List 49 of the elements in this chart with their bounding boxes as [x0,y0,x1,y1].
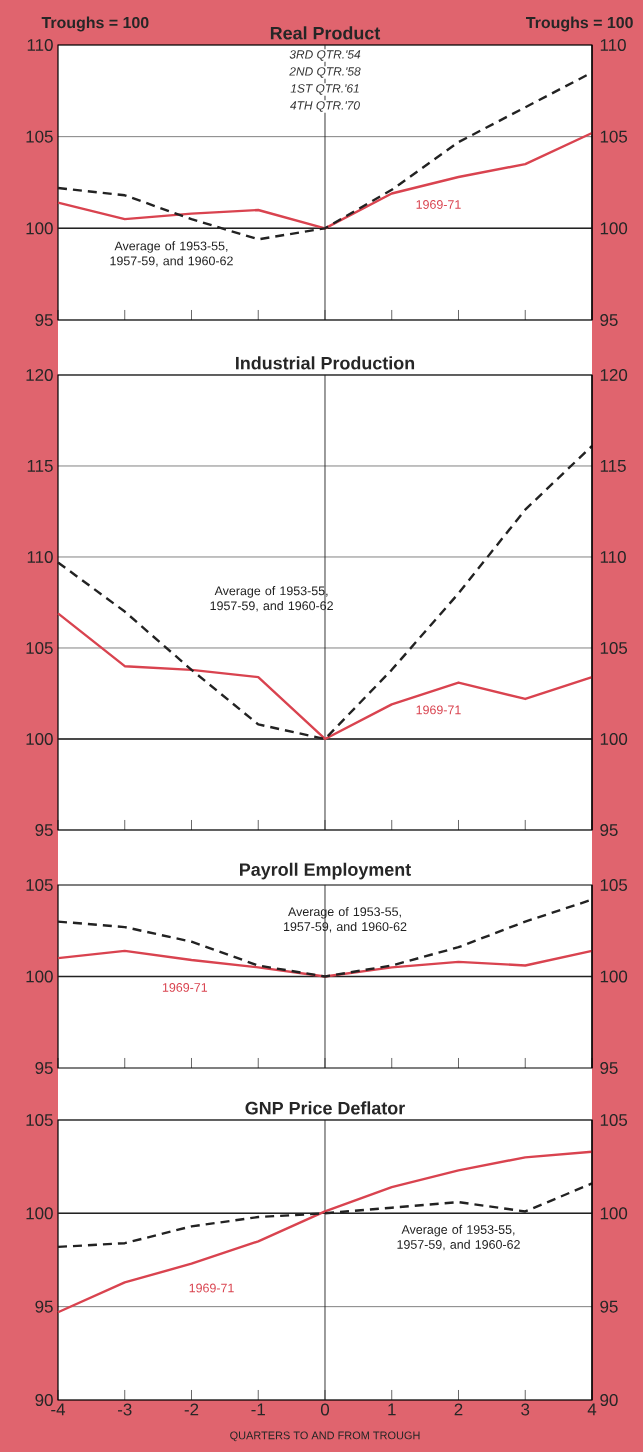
x-tick-label: 1 [388,1403,396,1416]
y-tick-label: 95 [600,1061,618,1074]
series-label: Average of 1953-55, 1957-59, and 1960-62 [110,241,233,267]
line-series [56,131,594,230]
y-tick-label: 105 [26,1113,53,1126]
x-tick-label: -2 [184,1403,199,1416]
series-label: 1969-71 [416,200,461,209]
line-series [56,612,594,741]
line-series [56,949,594,978]
series-label: Average of 1953-55, 1957-59, and 1960-62 [397,1224,520,1251]
y-tick-label: 100 [26,732,53,745]
x-tick-label: 0 [320,1403,330,1416]
chart-title: GNP Price Deflator [245,1101,405,1115]
annotation: 1ST QTR.'61 [290,84,359,95]
x-tick-label: -3 [117,1403,132,1416]
annotation: 2ND QTR.'58 [289,67,361,78]
y-tick-label: 90 [35,1393,53,1406]
x-tick-label: -1 [251,1403,265,1416]
y-axis-title: Troughs = 100 [41,16,149,32]
chart-title: Payroll Employment [240,862,411,880]
x-axis-title: QUARTERS TO AND FROM TROUGH [230,1431,420,1442]
x-tick-label: 4 [587,1403,597,1416]
y-tick-label: 110 [27,38,53,51]
x-tick-label: 2 [454,1403,463,1416]
y-tick-label: 95 [35,313,53,326]
y-tick-label: 105 [600,878,628,891]
series-label: 1969-71 [162,983,208,992]
chart-title: Real Product [270,26,381,40]
y-tick-label: 95 [35,823,53,836]
series-label: 1969-71 [189,1283,234,1293]
text: Average of 1953-55, 1957-59, and 1960-62 [210,586,333,612]
y-tick-label: 95 [35,1300,53,1313]
annotation: 3RD QTR.'54 [289,50,361,61]
y2-axis-title: Troughs = 100 [526,16,633,32]
series-label: 1969-71 [416,705,461,715]
text: Average of 1953-55, 1957-59, and 1960-62 [284,906,407,933]
chart-title: Industrial Production [236,356,415,370]
line-series [56,1150,594,1314]
y-tick-label: 115 [27,460,53,472]
y-tick-label: 100 [600,970,628,983]
y-tick-label: 105 [26,130,53,143]
y-tick-label: 100 [26,1207,53,1220]
x-tick-label: 3 [521,1403,530,1416]
y-tick-label: 100 [26,222,53,235]
x-tick-label: -4 [51,1403,66,1416]
y-tick-label: 110 [27,550,53,563]
annotation: 4TH QTR.'70 [290,101,360,112]
y-tick-label: 105 [26,641,53,654]
y-tick-label: 120 [26,368,53,381]
